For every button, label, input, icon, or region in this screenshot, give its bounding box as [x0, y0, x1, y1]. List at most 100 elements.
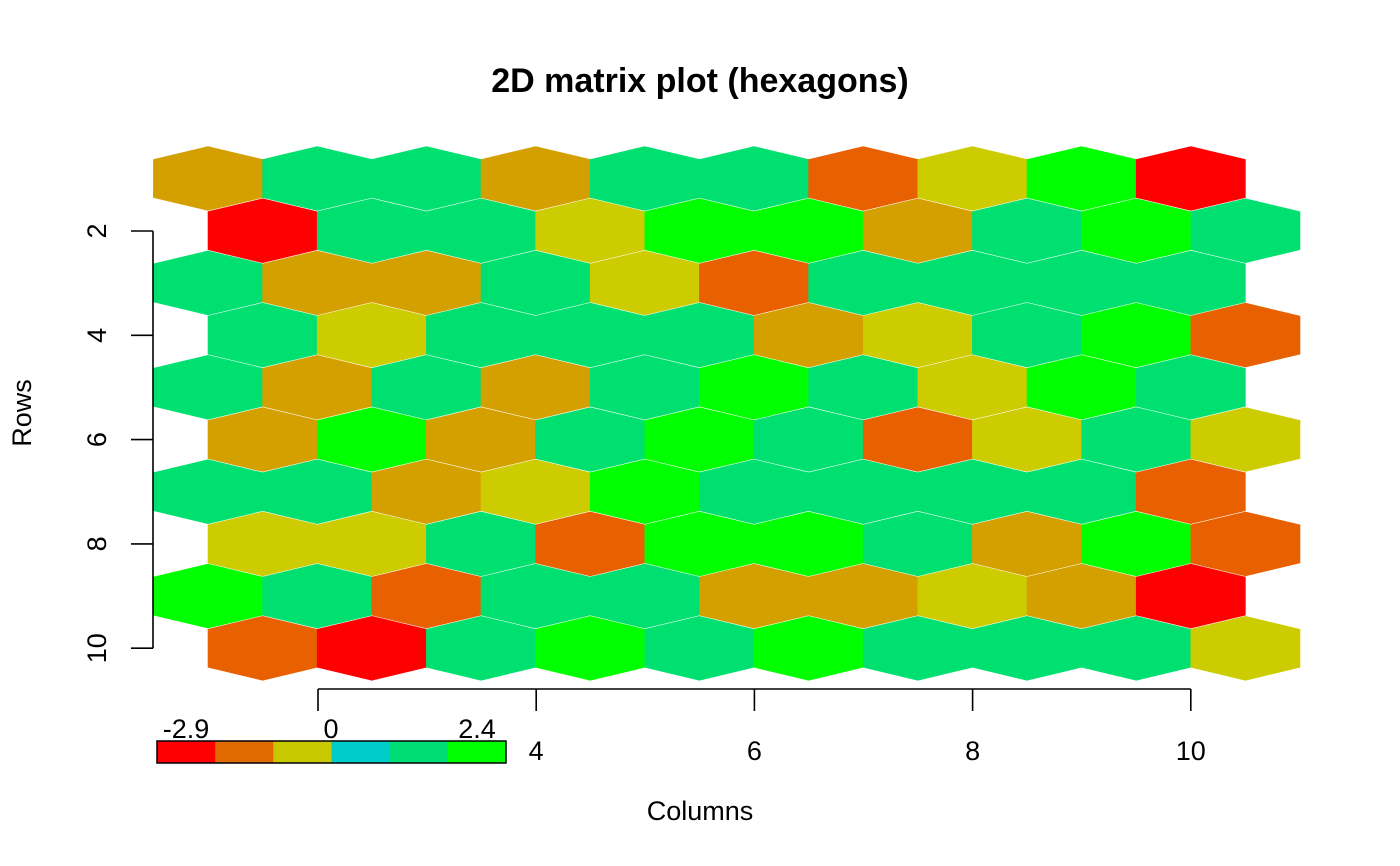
hex-cell	[808, 563, 919, 629]
hex-cell	[644, 511, 755, 577]
hex-cell	[1135, 146, 1246, 211]
hex-cell	[316, 615, 427, 681]
hex-cell	[1026, 354, 1137, 420]
hex-cell	[1081, 615, 1192, 681]
hex-cell	[1135, 563, 1246, 629]
hexagon-cells	[153, 146, 1301, 681]
hex-cell	[862, 302, 973, 368]
hex-cell	[535, 407, 646, 472]
hex-cell	[480, 354, 591, 420]
hex-cell	[426, 407, 536, 472]
hex-cell	[644, 407, 755, 472]
hex-cell	[589, 459, 700, 525]
hex-cell	[262, 250, 373, 316]
hex-cell	[699, 459, 809, 525]
hex-cell	[153, 563, 263, 629]
y-tick-label: 6	[82, 432, 112, 447]
legend-swatch	[273, 741, 332, 763]
hex-cell	[1081, 302, 1192, 368]
hex-cell	[535, 511, 646, 577]
legend-swatches	[157, 741, 507, 763]
hex-cell	[808, 146, 919, 211]
hex-cell	[262, 146, 373, 211]
hex-cell	[862, 407, 973, 472]
legend-swatch	[389, 741, 449, 763]
hex-cell	[371, 250, 482, 316]
x-tick-label: 8	[965, 736, 980, 766]
hex-cell	[753, 511, 864, 577]
hex-cell	[753, 615, 864, 681]
hex-cell	[917, 563, 1028, 629]
chart-title: 2D matrix plot (hexagons)	[491, 62, 909, 100]
hex-cell	[972, 407, 1082, 472]
hex-cell	[1190, 511, 1301, 577]
hex-cell	[589, 146, 700, 211]
legend-swatch	[215, 741, 274, 763]
hex-cell	[1026, 563, 1137, 629]
legend-swatch	[447, 741, 507, 763]
hex-cell	[589, 563, 700, 629]
hex-cell	[262, 563, 373, 629]
hex-cell	[1026, 250, 1137, 316]
hex-cell	[1026, 459, 1137, 525]
hex-cell	[426, 198, 536, 264]
hex-cell	[972, 511, 1082, 577]
hex-cell	[480, 146, 591, 211]
hex-cell	[917, 354, 1028, 420]
hex-cell	[153, 354, 263, 420]
y-axis-label: Rows	[7, 379, 37, 447]
hex-cell	[644, 198, 755, 264]
hex-cell	[207, 407, 318, 472]
hex-cell	[1081, 511, 1192, 577]
legend-swatch	[157, 741, 216, 763]
legend-mid-label: 0	[323, 714, 338, 744]
hex-cell	[1190, 407, 1301, 472]
hex-cell	[535, 615, 646, 681]
hex-cell	[972, 302, 1082, 368]
hex-cell	[917, 146, 1028, 211]
hex-cell	[862, 615, 973, 681]
hex-cell	[1135, 354, 1246, 420]
hex-cell	[644, 302, 755, 368]
legend-swatch	[331, 741, 391, 763]
hex-cell	[808, 459, 919, 525]
y-axis: 2 4 6 8 10	[82, 223, 154, 663]
hex-cell	[480, 250, 591, 316]
hex-cell	[316, 407, 427, 472]
hex-cell	[699, 354, 809, 420]
hex-cell	[262, 354, 373, 420]
x-axis-label: Columns	[647, 796, 754, 826]
hex-cell	[480, 563, 591, 629]
x-tick-label: 6	[747, 736, 762, 766]
hex-cell	[426, 302, 536, 368]
hex-cell	[371, 146, 482, 211]
hex-cell	[699, 146, 809, 211]
y-tick-label: 10	[82, 633, 112, 663]
hex-cell	[207, 302, 318, 368]
hex-cell	[535, 198, 646, 264]
hex-cell	[753, 198, 864, 264]
y-tick-label: 4	[82, 328, 112, 343]
hex-cell	[480, 459, 591, 525]
hex-cell	[917, 459, 1028, 525]
hex-cell	[316, 511, 427, 577]
hex-cell	[1081, 407, 1192, 472]
hex-cell	[972, 198, 1082, 264]
hex-cell	[1190, 302, 1301, 368]
hex-cell	[753, 302, 864, 368]
hex-cell	[316, 302, 427, 368]
hex-cell	[371, 459, 482, 525]
hex-cell	[589, 250, 700, 316]
hex-cell	[1135, 459, 1246, 525]
hex-cell	[917, 250, 1028, 316]
hex-cell	[699, 250, 809, 316]
hex-cell	[753, 407, 864, 472]
x-tick-label: 4	[529, 736, 544, 766]
x-tick-label: 10	[1176, 736, 1206, 766]
y-tick-label: 2	[82, 223, 112, 238]
hex-cell	[535, 302, 646, 368]
hex-cell	[1135, 250, 1246, 316]
hex-cell	[972, 615, 1082, 681]
hex-cell	[1190, 615, 1301, 681]
